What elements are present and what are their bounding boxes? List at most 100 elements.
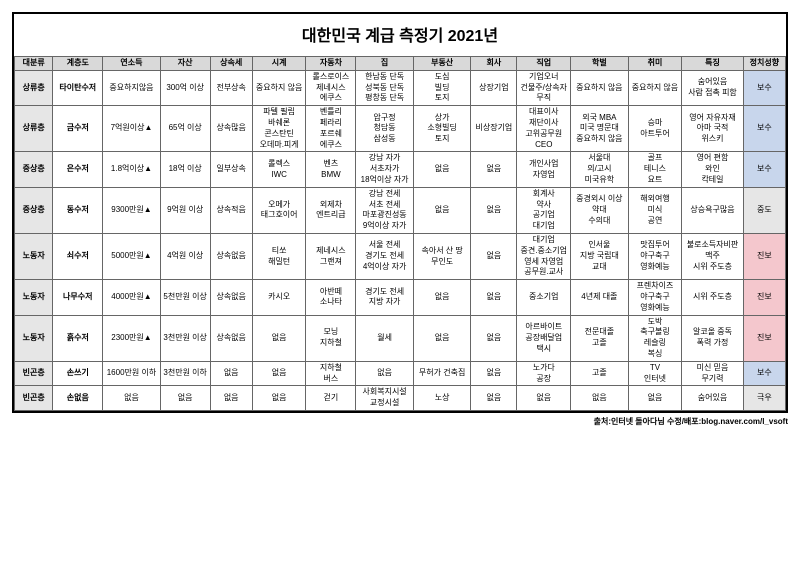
cell-tier: 손쓰기 xyxy=(53,361,103,386)
cell-car: 외제차 엔트리급 xyxy=(306,187,356,233)
table-row: 빈곤층손없음없음없음없음없음걷기사회복지시설 교정시설노상없음없음없음없음숨어있… xyxy=(15,386,786,411)
cell-hobby: 골프 테니스 요트 xyxy=(628,152,682,187)
cell-income: 4000만원▲ xyxy=(103,280,161,315)
cell-tier: 타이탄수저 xyxy=(53,70,103,105)
cell-realty: 없음 xyxy=(413,187,471,233)
cell-feature: 숨어있음 사람 접촉 피함 xyxy=(682,70,743,105)
cell-feature: 숨어있음 xyxy=(682,386,743,411)
cell-asset: 18억 이상 xyxy=(160,152,210,187)
h-car: 자동차 xyxy=(306,57,356,71)
cell-edu: 중요하지 않음 xyxy=(571,70,629,105)
cell-income: 5000만원▲ xyxy=(103,233,161,279)
cell-car: 아반떼 소나타 xyxy=(306,280,356,315)
class-table: 대분류 계층도 연소득 자산 상속세 시계 자동차 집 부동산 회사 직업 학벌… xyxy=(14,56,786,411)
cell-edu: 중경외시 이상 약대 수의대 xyxy=(571,187,629,233)
cell-hobby: TV 인터넷 xyxy=(628,361,682,386)
cell-feature: 상승욕구많음 xyxy=(682,187,743,233)
cell-tier: 은수저 xyxy=(53,152,103,187)
cell-hobby: 맛집투어 야구축구 영화예능 xyxy=(628,233,682,279)
cell-asset: 3천만원 이하 xyxy=(160,361,210,386)
cell-company: 없음 xyxy=(471,361,517,386)
cell-inherit: 상속많음 xyxy=(210,106,252,152)
cell-realty: 없음 xyxy=(413,152,471,187)
cell-category: 중상층 xyxy=(15,187,53,233)
cell-company: 없음 xyxy=(471,386,517,411)
cell-tier: 손없음 xyxy=(53,386,103,411)
cell-feature: 영어 편함 와인 칵테일 xyxy=(682,152,743,187)
h-job: 직업 xyxy=(517,57,571,71)
table-row: 상류층타이탄수저중요하지않음300억 이상전부상속 중요하지 않음 롤스로이스 제네… xyxy=(15,70,786,105)
h-asset: 자산 xyxy=(160,57,210,71)
cell-watch: 파텔 필립 바쉐론 콘스탄틴 오데마.피게 xyxy=(252,106,306,152)
cell-hobby: 해외여행 미식 공연 xyxy=(628,187,682,233)
cell-tier: 나무수저 xyxy=(53,280,103,315)
cell-politics: 진보 xyxy=(743,233,785,279)
cell-category: 빈곤층 xyxy=(15,361,53,386)
cell-income: 9300만원▲ xyxy=(103,187,161,233)
h-cat: 대분류 xyxy=(15,57,53,71)
cell-job: 기업오너 건물주/상속자 무직 xyxy=(517,70,571,105)
cell-edu: 없음 xyxy=(571,386,629,411)
cell-job: 아르바이트 공장배달업 택시 xyxy=(517,315,571,361)
cell-feature: 불로소득자비판 맥주 시위 주도층 xyxy=(682,233,743,279)
cell-hobby: 없음 xyxy=(628,386,682,411)
cell-company: 없음 xyxy=(471,315,517,361)
cell-asset: 3천만원 이상 xyxy=(160,315,210,361)
cell-job: 중소기업 xyxy=(517,280,571,315)
cell-realty: 상가 소형빌딩 토지 xyxy=(413,106,471,152)
h-realty: 부동산 xyxy=(413,57,471,71)
cell-watch: 롤렉스 IWC xyxy=(252,152,306,187)
cell-edu: 서울대 의/고시 미국유학 xyxy=(571,152,629,187)
cell-edu: 외국 MBA 미국 명문대 중요하지 않음 xyxy=(571,106,629,152)
cell-house: 월세 xyxy=(356,315,414,361)
cell-car: 롤스로이스 제네시스 에쿠스 xyxy=(306,70,356,105)
cell-inherit: 없음 xyxy=(210,386,252,411)
cell-watch: 없음 xyxy=(252,361,306,386)
cell-inherit: 전부상속 xyxy=(210,70,252,105)
cell-car: 벤츠 BMW xyxy=(306,152,356,187)
h-inc: 연소득 xyxy=(103,57,161,71)
cell-car: 지하철 버스 xyxy=(306,361,356,386)
cell-category: 상류층 xyxy=(15,70,53,105)
table-row: 중상층은수저1.8억이상▲18억 이상일부상속롤렉스 IWC벤츠 BMW강남 자… xyxy=(15,152,786,187)
cell-job: 없음 xyxy=(517,386,571,411)
cell-realty: 없음 xyxy=(413,315,471,361)
h-inh: 상속세 xyxy=(210,57,252,71)
cell-asset: 5천만원 이상 xyxy=(160,280,210,315)
cell-company: 없음 xyxy=(471,233,517,279)
cell-feature: 미신 믿음 무기력 xyxy=(682,361,743,386)
cell-hobby: 승마 아트투어 xyxy=(628,106,682,152)
cell-company: 비상장기업 xyxy=(471,106,517,152)
cell-tier: 흙수저 xyxy=(53,315,103,361)
cell-company: 없음 xyxy=(471,280,517,315)
cell-company: 상장기업 xyxy=(471,70,517,105)
cell-company: 없음 xyxy=(471,187,517,233)
cell-inherit: 상속없음 xyxy=(210,280,252,315)
cell-asset: 300억 이상 xyxy=(160,70,210,105)
cell-watch: 티쏘 해밀턴 xyxy=(252,233,306,279)
cell-politics: 중도 xyxy=(743,187,785,233)
cell-watch: 오메가 태그호이어 xyxy=(252,187,306,233)
cell-politics: 보수 xyxy=(743,361,785,386)
table-row: 상류층금수저7억원이상▲65억 이상상속많음파텔 필립 바쉐론 콘스탄틴 오데마… xyxy=(15,106,786,152)
cell-category: 노동자 xyxy=(15,233,53,279)
cell-house: 강남 자가 서초자가 18억이상 자가 xyxy=(356,152,414,187)
cell-job: 개인사업 자영업 xyxy=(517,152,571,187)
cell-tier: 금수저 xyxy=(53,106,103,152)
cell-hobby: 중요하지 않음 xyxy=(628,70,682,105)
cell-politics: 보수 xyxy=(743,152,785,187)
cell-tier: 쇠수저 xyxy=(53,233,103,279)
cell-feature: 시위 주도층 xyxy=(682,280,743,315)
cell-politics: 진보 xyxy=(743,315,785,361)
table-row: 노동자흙수저2300만원▲3천만원 이상상속없음없음모닝 지하철월세없음없음아르… xyxy=(15,315,786,361)
cell-income: 중요하지않음 xyxy=(103,70,161,105)
cell-income: 1600만원 이하 xyxy=(103,361,161,386)
cell-asset: 65억 이상 xyxy=(160,106,210,152)
cell-job: 대기업 중견.중소기업 영세 자영업 공무원.교사 xyxy=(517,233,571,279)
h-hobby: 취미 xyxy=(628,57,682,71)
cell-feature: 영어 자유자재 아마 국적 위스키 xyxy=(682,106,743,152)
cell-house: 압구정 청담동 삼성동 xyxy=(356,106,414,152)
h-tier: 계층도 xyxy=(53,57,103,71)
cell-asset: 4억원 이상 xyxy=(160,233,210,279)
table-row: 노동자나무수저4000만원▲5천만원 이상상속없음카시오아반떼 소나타경기도 전… xyxy=(15,280,786,315)
